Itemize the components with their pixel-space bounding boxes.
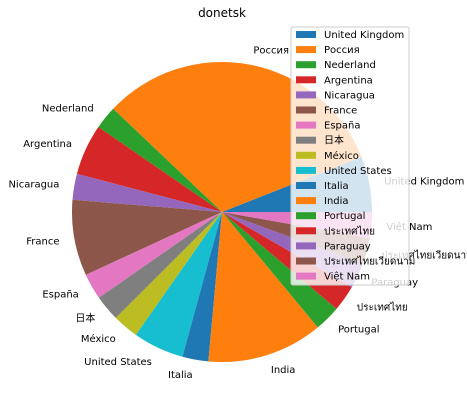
legend-label-8: México <box>324 150 359 162</box>
slice-label-11: India <box>271 365 296 376</box>
legend-swatch-6 <box>296 121 316 129</box>
slice-label-9: United States <box>84 357 152 368</box>
slice-label-6: España <box>42 290 78 301</box>
slice-nicaragua-4 <box>72 173 222 212</box>
legend-swatch-14 <box>296 242 316 250</box>
slice-label-12: Portugal <box>338 325 379 336</box>
slice-portugal-12 <box>222 212 337 328</box>
legend-label-15: ประเทศไทยเวียดนาม <box>324 256 415 268</box>
legend-label-12: Portugal <box>324 211 365 222</box>
legend-swatch-7 <box>296 136 316 144</box>
legend-label-3: Argentina <box>324 75 373 86</box>
slice-united-states-9 <box>135 212 222 357</box>
legend-swatch-12 <box>296 212 316 220</box>
legend-label-7: 日本 <box>324 134 344 147</box>
legend-label-13: ประเทศไทย <box>324 225 375 237</box>
slice-nederland-2 <box>98 108 222 212</box>
slice-argentina-3 <box>76 127 223 212</box>
legend-label-5: France <box>324 106 357 117</box>
legend-swatch-11 <box>296 197 316 205</box>
slice-label-0: United Kingdom <box>384 177 464 188</box>
chart-title: donetsk <box>198 6 246 20</box>
legend-swatch-1 <box>296 46 316 54</box>
legend-label-0: United Kingdom <box>324 30 404 41</box>
legend-swatch-8 <box>296 151 316 159</box>
legend-swatch-4 <box>296 91 316 99</box>
legend-frame <box>290 26 410 286</box>
slice-label-8: México <box>81 333 116 345</box>
legend-label-1: Россия <box>324 45 360 56</box>
legend-label-6: España <box>324 121 360 132</box>
slice-label-5: France <box>26 236 59 247</box>
legend-label-16: Việt Nam <box>324 271 370 283</box>
slice-label-2: Nederland <box>42 104 94 115</box>
legend-label-10: Italia <box>324 181 349 192</box>
legend-label-9: United States <box>324 166 392 177</box>
legend-swatch-9 <box>296 166 316 174</box>
slice-france-5 <box>72 199 222 275</box>
slice-m-xico-8 <box>115 212 222 335</box>
legend-swatch-2 <box>296 61 316 69</box>
legend-label-14: Paraguay <box>324 241 371 252</box>
slice-label-4: Nicaragua <box>8 180 59 191</box>
slice-espa-a-6 <box>85 212 222 298</box>
legend-swatch-5 <box>296 106 316 114</box>
legend-label-4: Nicaragua <box>324 90 375 101</box>
slice-label-1: Россия <box>253 46 289 57</box>
slice-label-7: 日本 <box>75 311 95 324</box>
legend-swatch-13 <box>296 227 316 235</box>
slice-india-11 <box>208 212 318 363</box>
legend-swatch-16 <box>296 272 316 280</box>
slice-label-13: ประเทศไทย <box>357 302 408 314</box>
slice-italia-10 <box>182 212 222 362</box>
slice-label-3: Argentina <box>23 139 72 150</box>
legend: United Kingdom Россия Nederland Argentina Ni… <box>290 26 415 286</box>
legend-swatch-3 <box>296 76 316 84</box>
slice-label-10: Italia <box>168 370 193 381</box>
legend-swatch-0 <box>296 31 316 38</box>
legend-swatch-15 <box>296 257 316 265</box>
slice-item-7 <box>98 212 222 318</box>
legend-label-2: Nederland <box>324 60 376 71</box>
legend-swatch-10 <box>296 182 316 189</box>
legend-label-11: India <box>324 196 349 207</box>
